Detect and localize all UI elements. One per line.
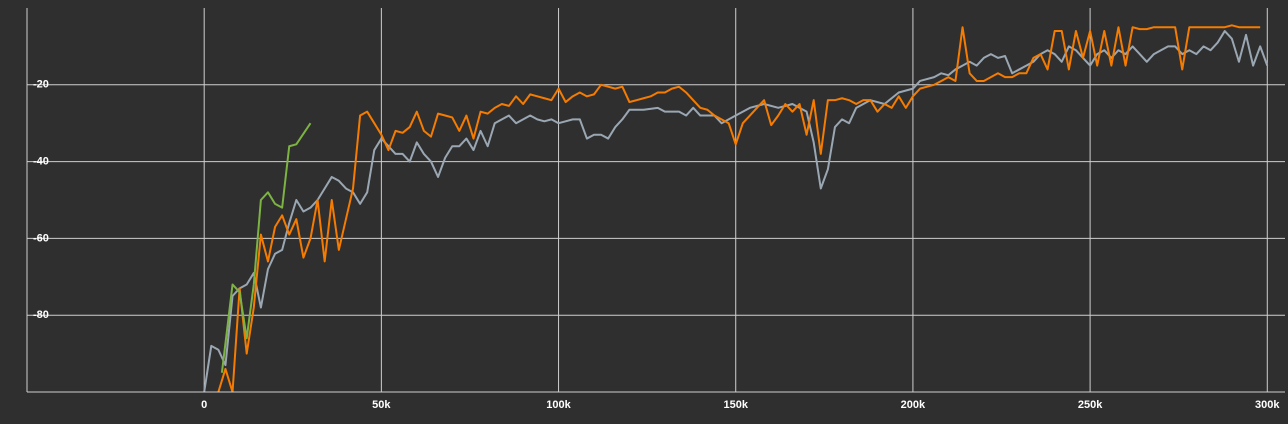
y-tick-label: -80 — [33, 309, 49, 321]
y-tick-label: -40 — [33, 156, 49, 168]
x-tick-label: 250k — [1078, 399, 1103, 411]
series-line — [217, 24, 1261, 392]
x-tick-label: 100k — [546, 399, 571, 411]
x-tick-label: 50k — [372, 399, 391, 411]
y-tick-label: -20 — [33, 79, 49, 91]
x-tick-label: 150k — [723, 399, 748, 411]
series-line — [220, 122, 312, 373]
y-tick-label: -60 — [33, 232, 49, 244]
x-tick-label: 300k — [1255, 399, 1280, 411]
x-tick-label: 200k — [901, 399, 926, 411]
x-tick-label: 0 — [201, 399, 207, 411]
